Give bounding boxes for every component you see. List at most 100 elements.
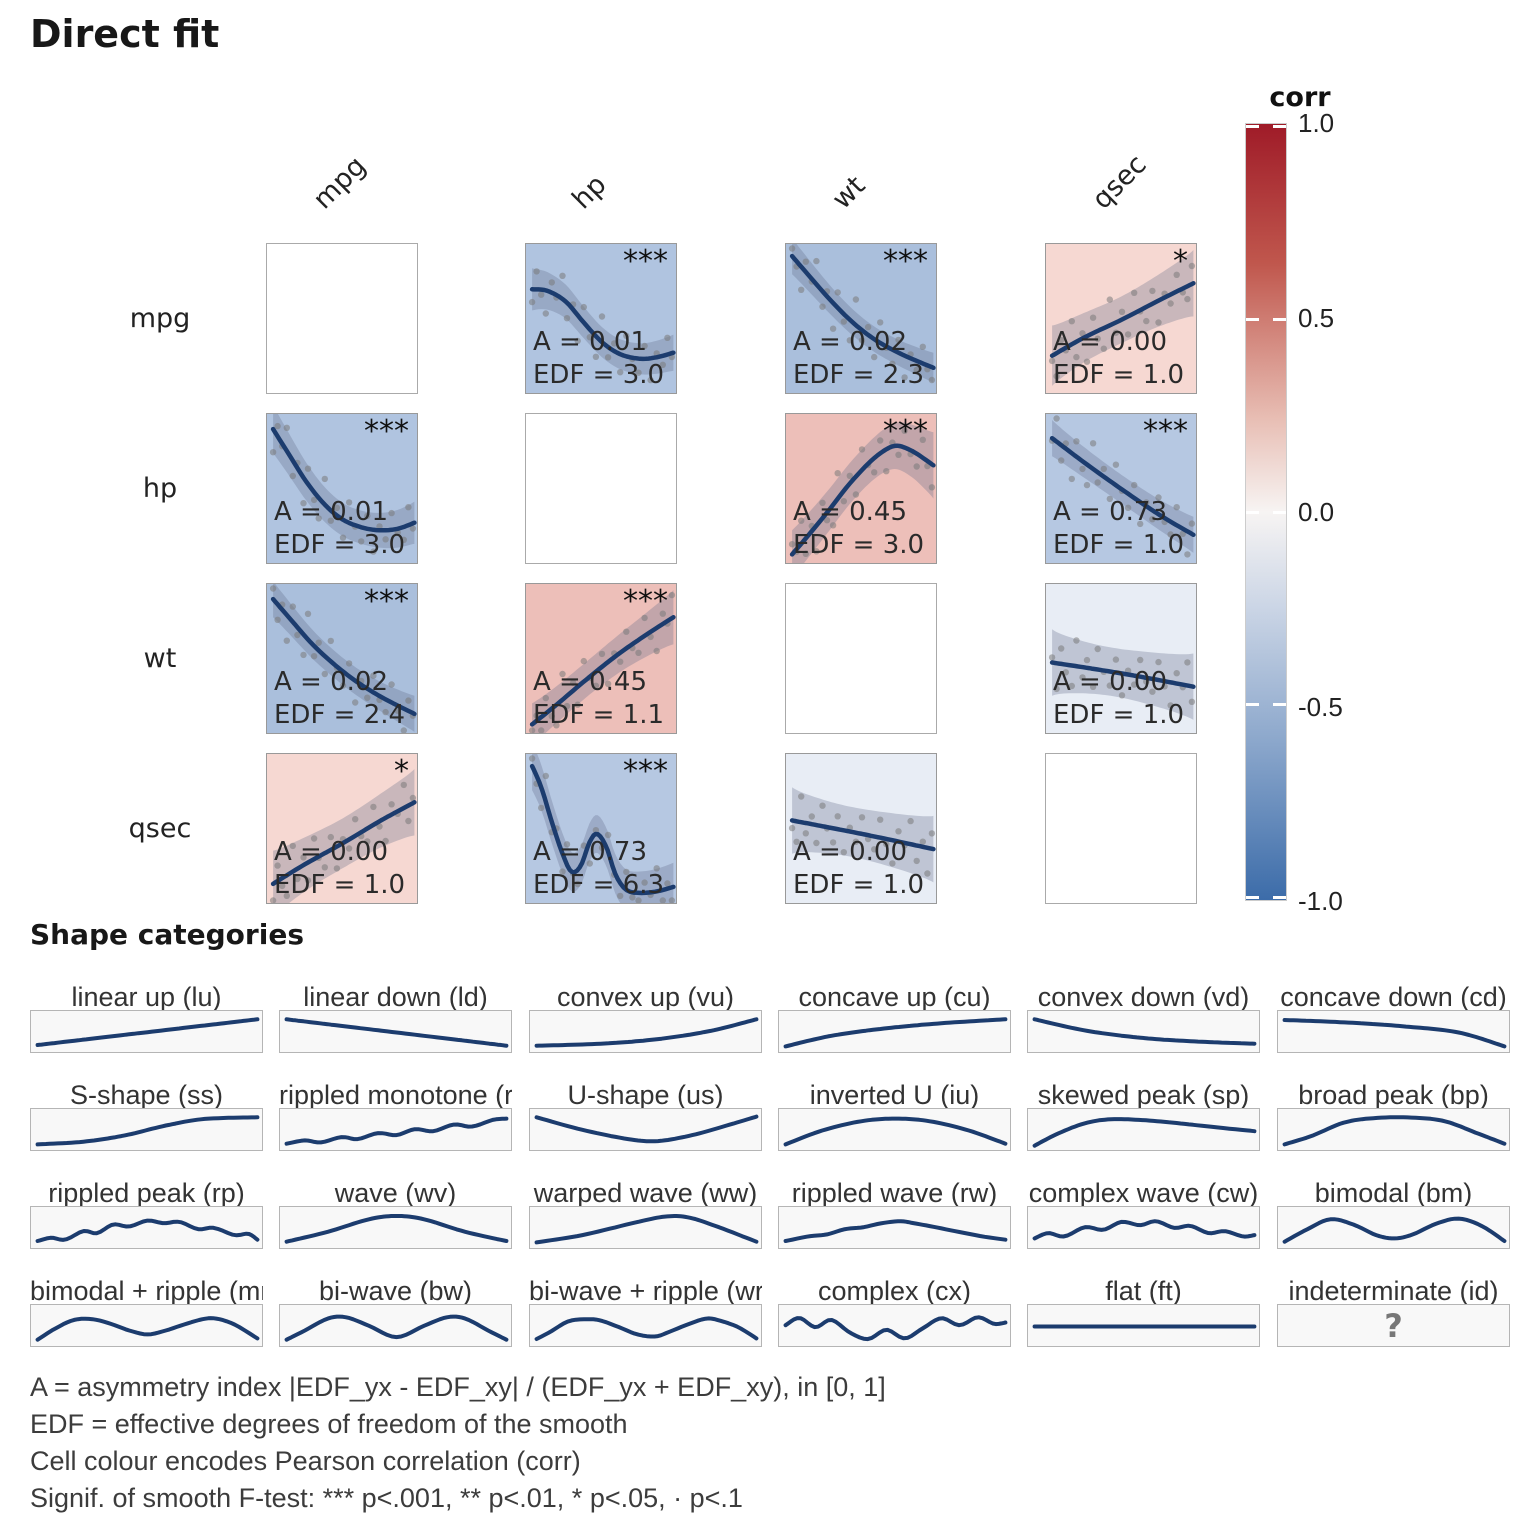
scatter-dot (1188, 698, 1196, 705)
scatter-dot (1094, 645, 1101, 653)
scatter-dot (1118, 308, 1126, 315)
matrix-cell-wt-qsec: A = 0.00 EDF = 1.0 (1045, 583, 1197, 734)
cell-asymmetry-label: A = 0.02 (274, 667, 388, 697)
scatter-dot (858, 814, 866, 821)
smooth-curve (789, 443, 936, 557)
cell-asymmetry-label: A = 0.00 (1053, 327, 1167, 357)
colorbar-tick-mark (1246, 896, 1259, 899)
scatter-dot (345, 660, 353, 667)
colorbar-tick-label: -1.0 (1298, 886, 1343, 916)
shape-label-cu: concave up (cu) (798, 982, 991, 1012)
cell-edf-label: EDF = 3.0 (793, 530, 925, 560)
scatter-dot (641, 614, 648, 622)
scatter-dot (269, 585, 277, 592)
col-header-hp: hp (566, 169, 613, 216)
scatter-dot (852, 296, 860, 303)
scatter-dot (604, 354, 612, 361)
scatter-dot (580, 303, 587, 311)
row-label-mpg: mpg (129, 303, 191, 334)
scatter-dot (623, 628, 630, 635)
footnote-edf: EDF = effective degrees of freedom of th… (30, 1409, 628, 1439)
shape-panel-ss (30, 1108, 263, 1151)
shape-label-rm: rippled monotone (rm) (279, 1080, 512, 1110)
colorbar-tick-mark (1273, 125, 1286, 128)
scatter-dot (333, 865, 341, 872)
shape-panel-bw (279, 1304, 512, 1347)
shape-panel-us (529, 1108, 762, 1151)
cell-asymmetry-label: A = 0.45 (533, 667, 647, 697)
shape-curve (284, 1314, 509, 1342)
scatter-dot (598, 313, 606, 320)
scatter-dot (1094, 479, 1101, 486)
scatter-dot (289, 842, 296, 850)
scatter-dot (339, 682, 347, 689)
scatter-dot (321, 864, 328, 871)
smooth-curve (1049, 660, 1196, 689)
scatter-dot (840, 849, 847, 856)
cell-plot-mpg-wt (788, 244, 936, 384)
indeterminate-question-mark: ? (1384, 1307, 1403, 1345)
smooth-curve (1049, 281, 1196, 358)
scatter-dot (569, 679, 577, 687)
cell-annotations: A = 0.01 EDF = 3.0 (274, 496, 405, 562)
scatter-dot (592, 682, 600, 689)
scatter-dot (1155, 319, 1162, 326)
scatter-dot (388, 801, 395, 808)
scatter-dot (1089, 314, 1097, 321)
scatter-dot (382, 837, 389, 845)
shape-panel-bm (1277, 1206, 1510, 1249)
smooth-curve (529, 763, 676, 896)
shape-sparkline-sp (1032, 1117, 1257, 1148)
scatter-dot (1173, 271, 1180, 278)
scatter-dot (345, 499, 353, 506)
scatter-dot (528, 298, 536, 306)
footnote-significance: Signif. of smooth F-test: *** p<.001, **… (30, 1483, 743, 1513)
scatter-dot (1048, 654, 1056, 661)
scatter-dot (345, 845, 353, 852)
scatter-dot (1083, 481, 1091, 489)
scatter-dot (538, 291, 545, 298)
colorbar-tick-mark (1246, 318, 1259, 321)
scatter-dot (304, 877, 312, 884)
scatter-dot (1155, 658, 1162, 666)
colorbar-tick-mark (1246, 703, 1259, 706)
scatter-dot (339, 534, 347, 541)
scatter-dot (1167, 300, 1174, 307)
scatter-dot (310, 835, 318, 842)
scatter-dot (846, 337, 853, 344)
cell-asymmetry-label: A = 0.01 (274, 497, 388, 527)
scatter-dot (813, 839, 820, 847)
scatter-points (269, 781, 417, 903)
scatter-dot (788, 824, 796, 832)
shape-panel-iu (778, 1108, 1011, 1151)
scatter-dot (819, 303, 826, 310)
shape-label-cx: complex (cx) (817, 1276, 972, 1306)
shape-label-cw: complex wave (cw) (1028, 1178, 1259, 1208)
scatter-dot (542, 310, 549, 317)
cell-annotations: A = 0.73 EDF = 1.0 (1053, 496, 1184, 562)
scatter-dot (823, 517, 831, 524)
scatter-dot (388, 509, 395, 517)
scatter-dot (294, 631, 301, 639)
cell-annotations: A = 0.00 EDF = 1.0 (274, 836, 405, 902)
smooth-curve (789, 253, 936, 371)
scatter-dot (400, 781, 407, 789)
scatter-dot (321, 475, 328, 483)
scatter-dot (901, 374, 908, 381)
scatter-dot (1131, 681, 1138, 688)
scatter-dot (829, 325, 837, 332)
scatter-dot (559, 670, 566, 678)
scatter-dot (269, 897, 277, 903)
scatter-dot (269, 449, 277, 456)
shape-sparkline-vu (534, 1017, 759, 1048)
scatter-dot (834, 813, 841, 820)
cell-annotations: A = 0.00 EDF = 1.0 (1053, 326, 1184, 392)
scatter-dot (788, 245, 796, 252)
scatter-dot (664, 334, 671, 341)
scatter-dot (913, 463, 920, 470)
scatter-dot (1058, 336, 1065, 344)
scatter-dot (635, 897, 642, 903)
scatter-dot (1089, 683, 1097, 690)
shape-label-bw: bi-wave (bw) (318, 1276, 473, 1306)
